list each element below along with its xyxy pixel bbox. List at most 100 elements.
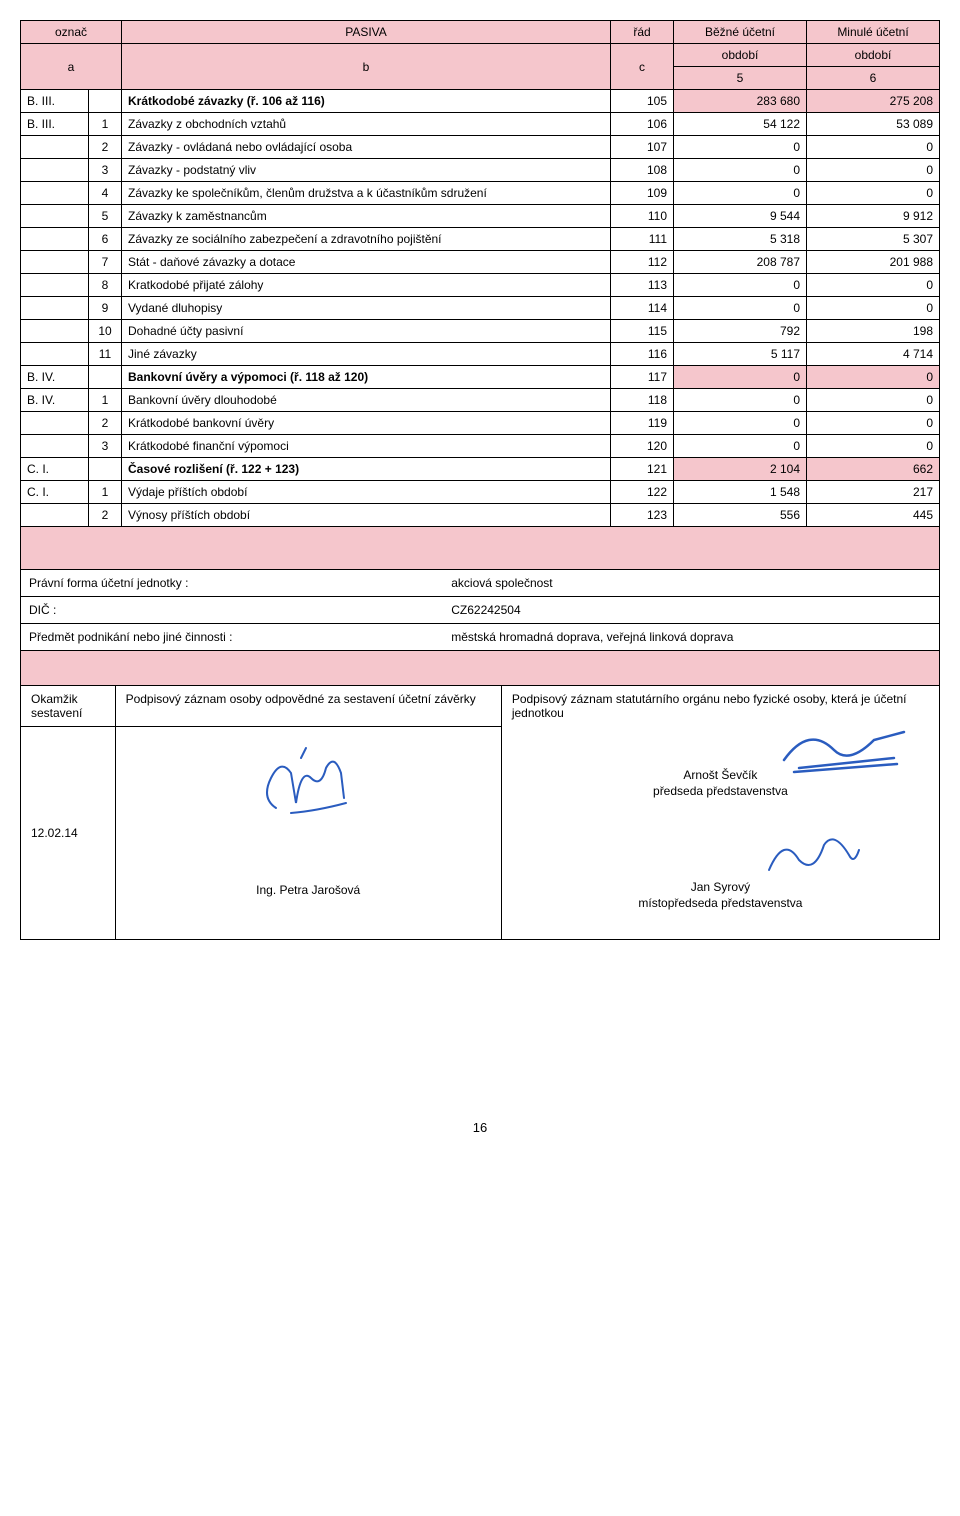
- table-row: 6Závazky ze sociálního zabezpečení a zdr…: [21, 228, 940, 251]
- cell-oznac: [21, 182, 89, 205]
- cell-sub: 10: [89, 320, 122, 343]
- table-row: 9Vydané dluhopisy11400: [21, 297, 940, 320]
- person1-title: předseda představenstva: [512, 784, 929, 798]
- cell-label: Závazky k zaměstnancům: [122, 205, 611, 228]
- cell-previous: 5 307: [807, 228, 940, 251]
- cell-previous: 275 208: [807, 90, 940, 113]
- cell-rad: 116: [611, 343, 674, 366]
- cell-label: Dohadné účty pasivní: [122, 320, 611, 343]
- cell-rad: 107: [611, 136, 674, 159]
- cell-rad: 111: [611, 228, 674, 251]
- cell-current: 0: [674, 274, 807, 297]
- cell-previous: 0: [807, 412, 940, 435]
- legal-form-value: akciová společnost: [443, 570, 939, 597]
- cell-sub: [89, 366, 122, 389]
- cell-oznac: C. I.: [21, 481, 89, 504]
- cell-current: 0: [674, 182, 807, 205]
- cell-rad: 109: [611, 182, 674, 205]
- cell-label: Časové rozlišení (ř. 122 + 123): [122, 458, 611, 481]
- cell-current: 9 544: [674, 205, 807, 228]
- cell-oznac: B. IV.: [21, 389, 89, 412]
- cell-oznac: B. III.: [21, 90, 89, 113]
- cell-rad: 112: [611, 251, 674, 274]
- hdr-minule-top: Minulé účetní: [807, 21, 940, 44]
- cell-current: 208 787: [674, 251, 807, 274]
- hdr-bezne-mid: období: [674, 44, 807, 67]
- cell-label: Závazky ke společníkům, členům družstva …: [122, 182, 611, 205]
- table-row: C. I.1Výdaje příštích období1221 548217: [21, 481, 940, 504]
- cell-oznac: [21, 343, 89, 366]
- cell-label: Jiné závazky: [122, 343, 611, 366]
- stat-cell: Podpisový záznam statutárního orgánu neb…: [501, 686, 939, 940]
- meta-table: Právní forma účetní jednotky : akciová s…: [20, 569, 940, 651]
- table-row: B. III. Krátkodobé závazky (ř. 106 až 116…: [21, 90, 940, 113]
- cell-sub: 2: [89, 136, 122, 159]
- cell-oznac: B. IV.: [21, 366, 89, 389]
- signature2-scribble: [759, 825, 869, 885]
- dic-value: CZ62242504: [443, 597, 939, 624]
- cell-sub: 2: [89, 504, 122, 527]
- cell-rad: 110: [611, 205, 674, 228]
- hdr-minule-bot: 6: [807, 67, 940, 90]
- cell-sub: 1: [89, 481, 122, 504]
- cell-oznac: [21, 320, 89, 343]
- prep-label: Podpisový záznam osoby odpovědné za sest…: [115, 686, 501, 727]
- cell-previous: 198: [807, 320, 940, 343]
- activity-label: Předmět podnikání nebo jiné činnosti :: [21, 624, 444, 651]
- cell-label: Krátkodobé bankovní úvěry: [122, 412, 611, 435]
- cell-rad: 106: [611, 113, 674, 136]
- cell-previous: 445: [807, 504, 940, 527]
- cell-previous: 4 714: [807, 343, 940, 366]
- page-number: 16: [20, 1120, 940, 1135]
- cell-oznac: [21, 297, 89, 320]
- cell-label: Bankovní úvěry dlouhodobé: [122, 389, 611, 412]
- cell-label: Krátkodobé závazky (ř. 106 až 116): [122, 90, 611, 113]
- legal-form-label: Právní forma účetní jednotky :: [21, 570, 444, 597]
- cell-label: Krátkodobé finanční výpomoci: [122, 435, 611, 458]
- stat-label: Podpisový záznam statutárního orgánu neb…: [512, 692, 929, 720]
- cell-previous: 0: [807, 136, 940, 159]
- table-row: 7Stát - daňové závazky a dotace112208 78…: [21, 251, 940, 274]
- activity-value: městská hromadná doprava, veřejná linkov…: [443, 624, 939, 651]
- cell-current: 283 680: [674, 90, 807, 113]
- hdr-oznac-bot: a: [21, 44, 122, 90]
- cell-previous: 0: [807, 297, 940, 320]
- cell-sub: 5: [89, 205, 122, 228]
- cell-oznac: [21, 205, 89, 228]
- prep-name: Ing. Petra Jarošová: [126, 883, 491, 897]
- cell-sub: 8: [89, 274, 122, 297]
- cell-label: Kratkodobé přijaté zálohy: [122, 274, 611, 297]
- cell-rad: 114: [611, 297, 674, 320]
- cell-current: 0: [674, 136, 807, 159]
- cell-current: 5 117: [674, 343, 807, 366]
- hdr-oznac-top: označ: [21, 21, 122, 44]
- cell-sub: [89, 90, 122, 113]
- cell-previous: 0: [807, 366, 940, 389]
- hdr-pasiva-top: PASIVA: [122, 21, 611, 44]
- cell-label: Výdaje příštích období: [122, 481, 611, 504]
- table-row: 2Krátkodobé bankovní úvěry11900: [21, 412, 940, 435]
- cell-oznac: [21, 228, 89, 251]
- cell-current: 792: [674, 320, 807, 343]
- table-row: B. IV.Bankovní úvěry a výpomoci (ř. 118 …: [21, 366, 940, 389]
- prep-cell: Ing. Petra Jarošová: [115, 727, 501, 940]
- table-row: C. I.Časové rozlišení (ř. 122 + 123)1212…: [21, 458, 940, 481]
- table-row: B. IV.1Bankovní úvěry dlouhodobé11800: [21, 389, 940, 412]
- cell-current: 1 548: [674, 481, 807, 504]
- cell-sub: 9: [89, 297, 122, 320]
- table-row: 4Závazky ke společníkům, členům družstva…: [21, 182, 940, 205]
- cell-sub: [89, 458, 122, 481]
- cell-oznac: [21, 251, 89, 274]
- cell-previous: 0: [807, 389, 940, 412]
- table-row: 3Krátkodobé finanční výpomoci12000: [21, 435, 940, 458]
- cell-rad: 117: [611, 366, 674, 389]
- cell-current: 0: [674, 297, 807, 320]
- person2-title: místopředseda představenstva: [512, 896, 929, 910]
- cell-current: 0: [674, 389, 807, 412]
- prep-signature-scribble: [246, 743, 366, 823]
- cell-oznac: [21, 274, 89, 297]
- cell-previous: 53 089: [807, 113, 940, 136]
- cell-sub: 3: [89, 159, 122, 182]
- cell-previous: 0: [807, 182, 940, 205]
- cell-rad: 115: [611, 320, 674, 343]
